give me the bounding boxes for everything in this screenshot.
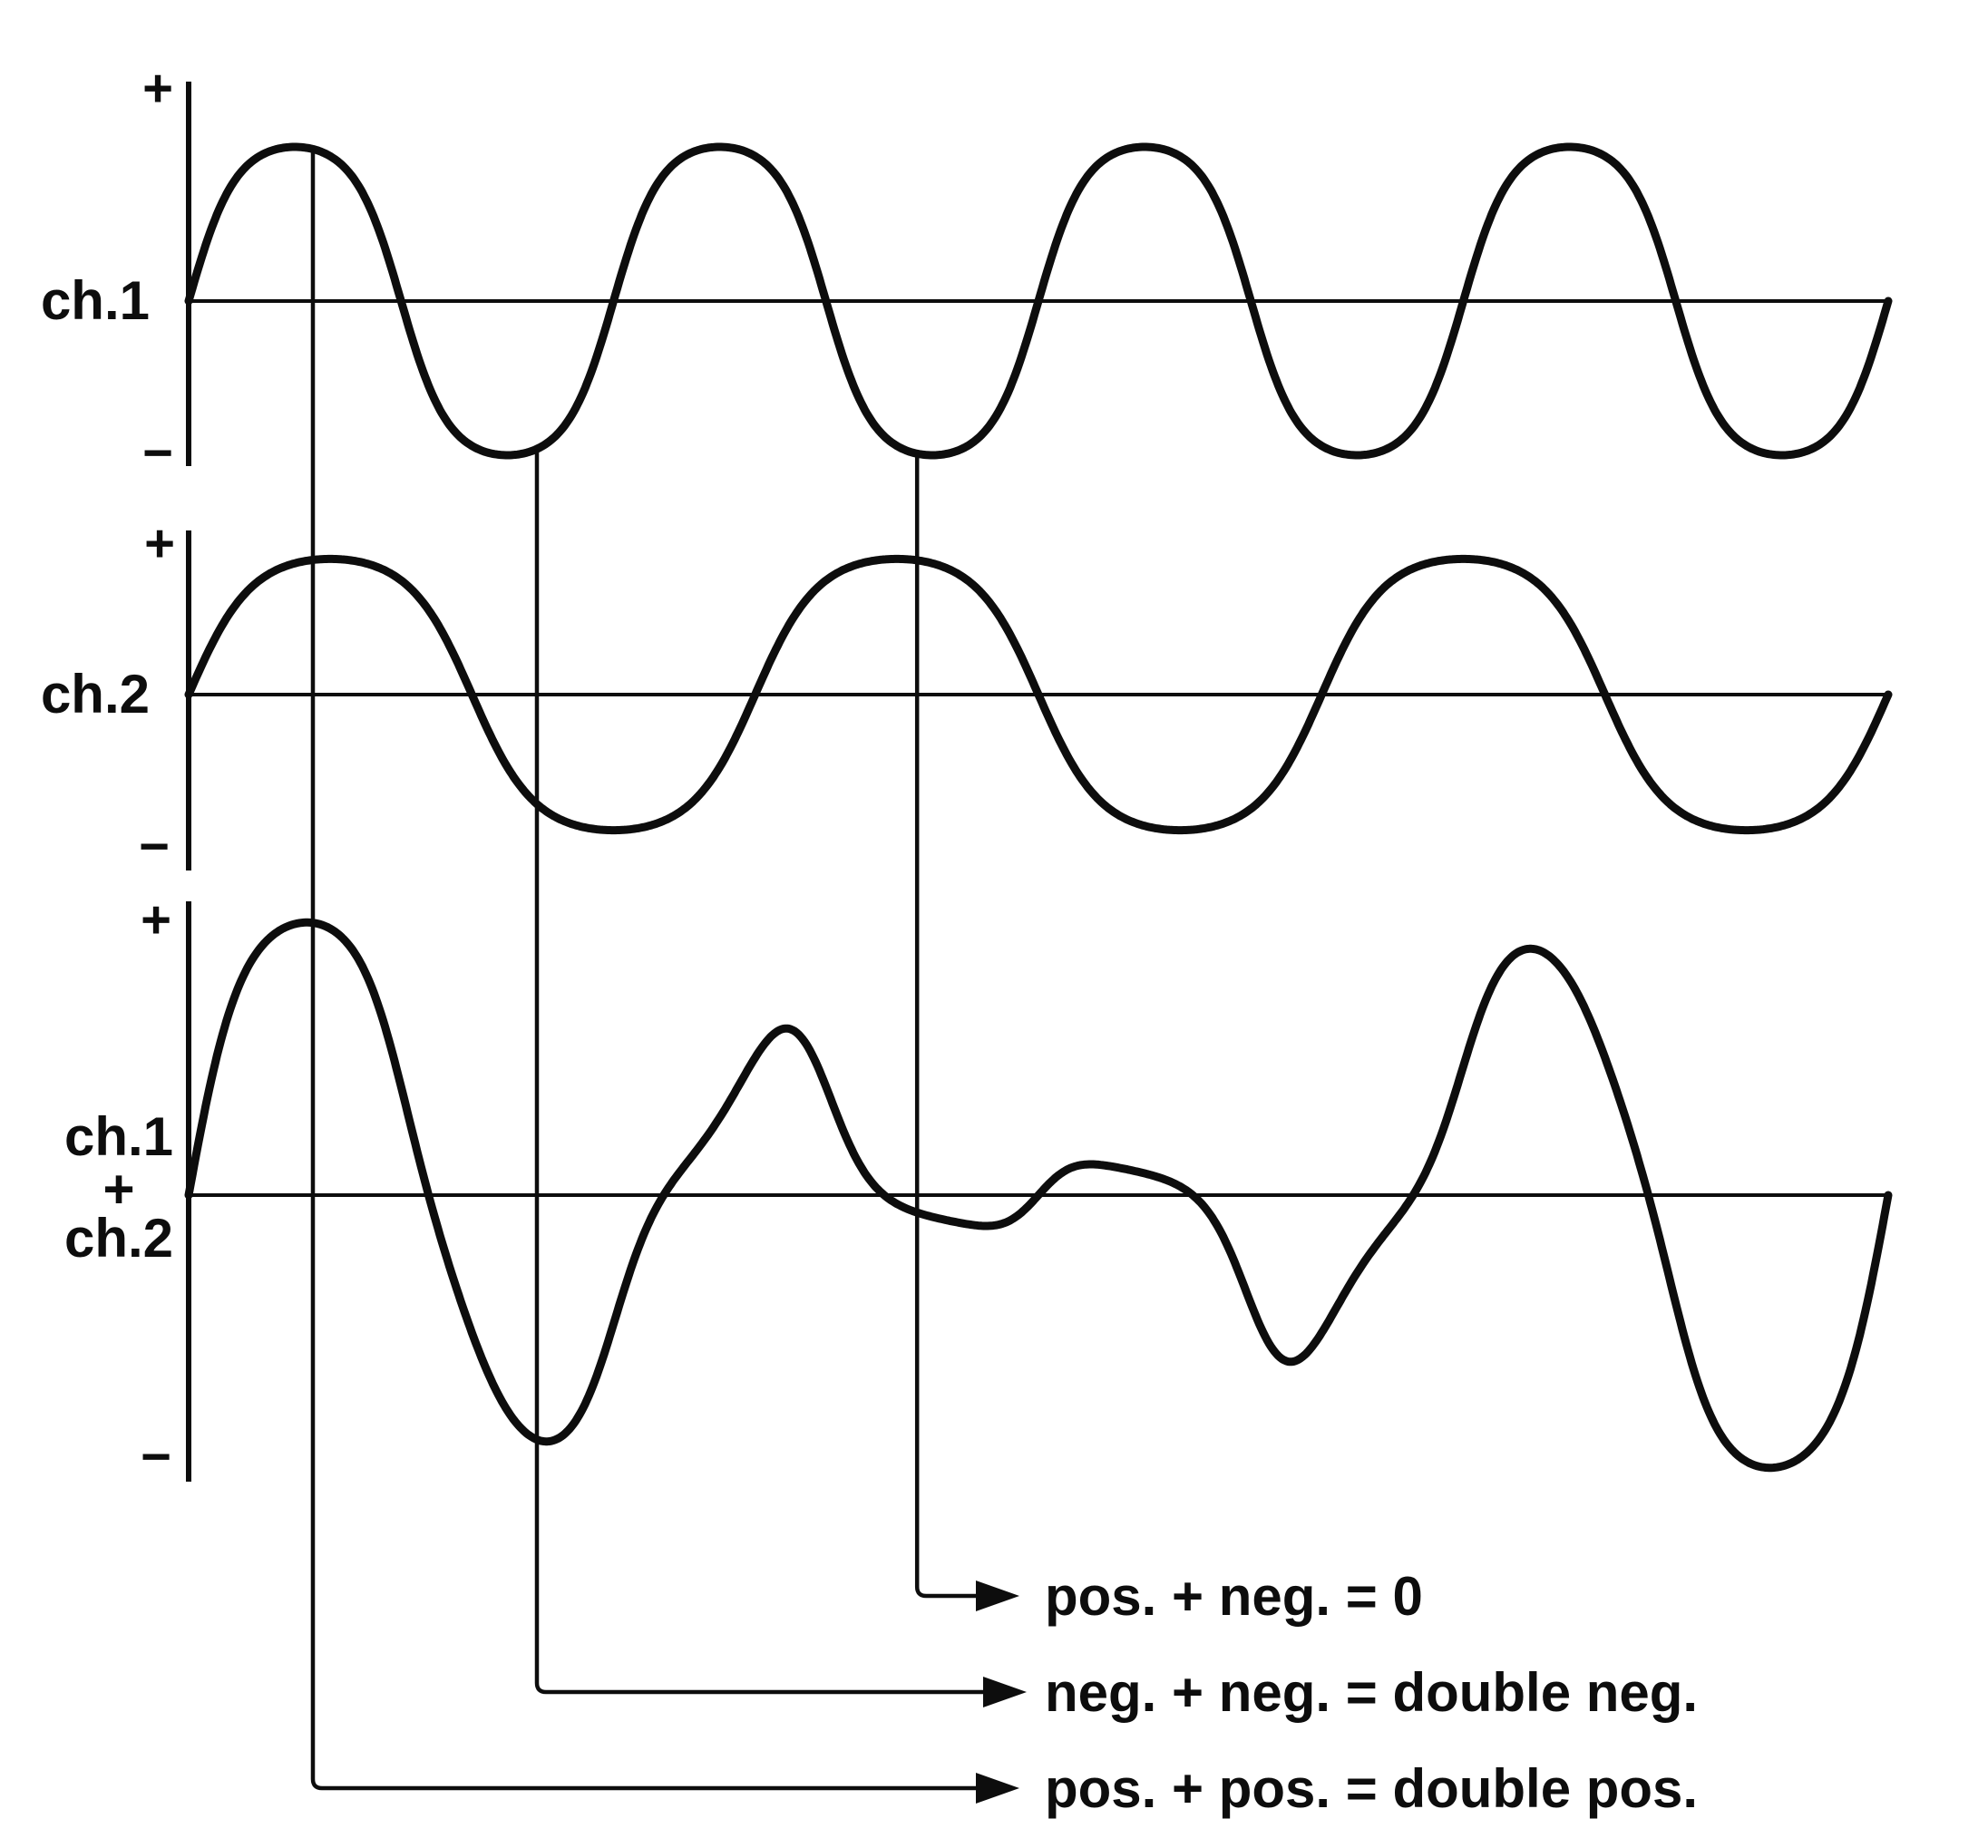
sum-plus-label: + [141,890,171,949]
sum-label-line3: ch.2 [64,1208,173,1269]
sum-wave [184,918,1893,1473]
pos-neg-arrow-icon [976,1581,1019,1611]
ch2-plus-label: + [144,514,175,573]
sum-label-line1: ch.1 [64,1106,173,1167]
ch2-label: ch.2 [41,664,150,725]
pos-pos-arrow-icon [976,1773,1019,1804]
neg-neg-annotation: neg. + neg. = double neg. [1045,1662,1698,1723]
alignment-annotations: pos. + neg. = 0 neg. + neg. = double neg… [310,149,1698,1819]
pos-pos-connector-line [310,149,985,1791]
sum-label-line2: + [102,1159,134,1220]
ch1-minus-label: − [142,423,173,482]
panel-sum: + − ch.1 + ch.2 [64,890,1893,1486]
neg-neg-arrow-icon [983,1677,1027,1707]
ch2-minus-label: − [139,817,170,876]
panel-ch1: + − ch.1 [41,59,1893,482]
panel-ch2: + − ch.2 [41,514,1893,876]
ch1-wave [184,142,1893,460]
ch1-plus-label: + [142,59,173,118]
pos-pos-annotation: pos. + pos. = double pos. [1045,1758,1698,1819]
sum-minus-label: − [141,1427,171,1486]
pos-neg-connector-line [914,453,985,1599]
ch2-wave [184,554,1893,835]
ch1-label: ch.1 [41,270,150,331]
neg-neg-connector-line [534,449,992,1695]
pos-neg-annotation: pos. + neg. = 0 [1045,1566,1423,1627]
